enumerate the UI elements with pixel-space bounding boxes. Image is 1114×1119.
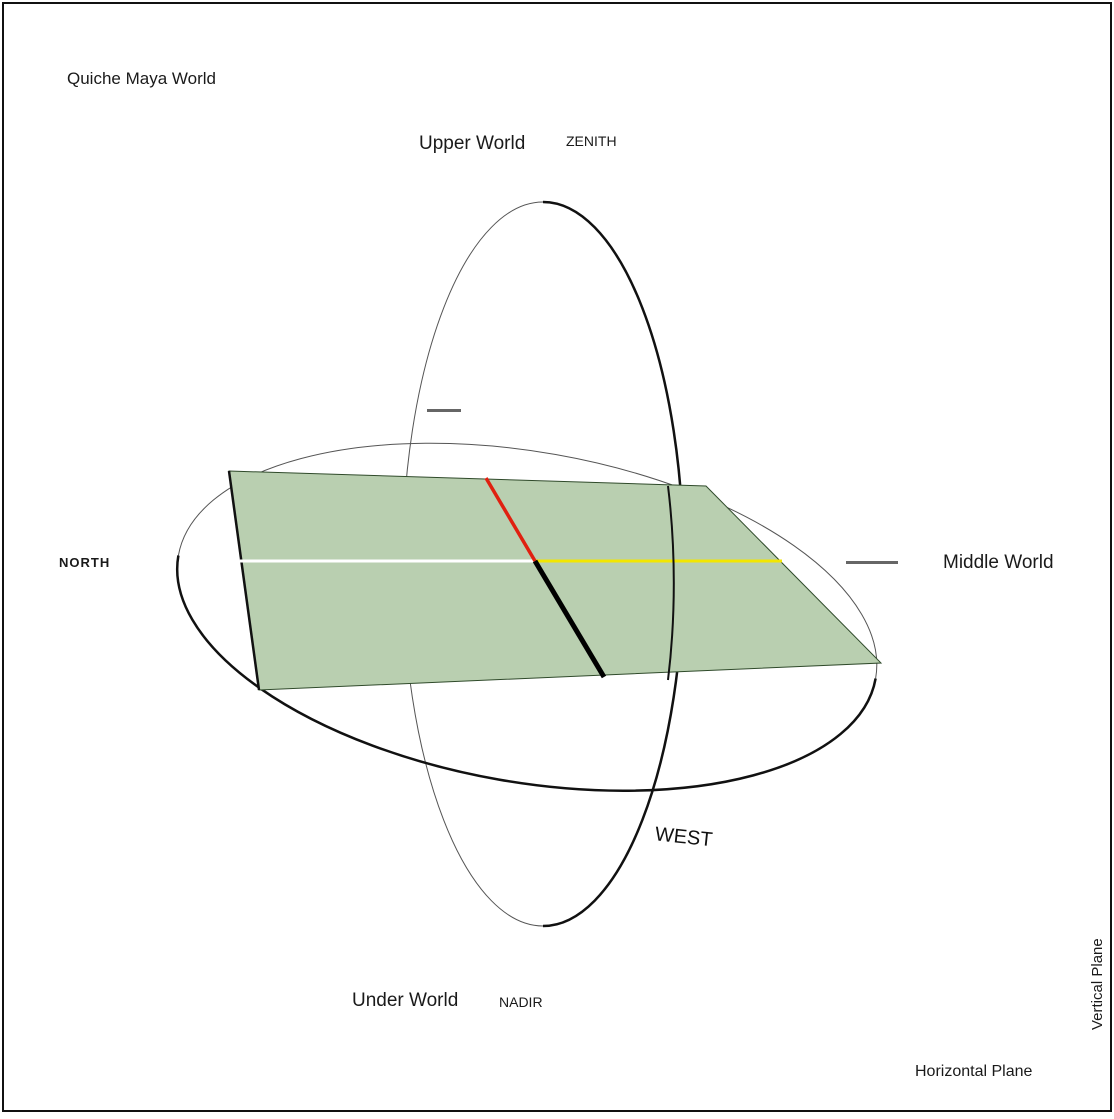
west-label: WEST <box>654 823 714 851</box>
small-mark-top <box>427 409 461 412</box>
nadir-label: NADIR <box>499 994 543 1010</box>
vertical-plane-label: Vertical Plane <box>1089 938 1106 1030</box>
upper-world-label: Upper World <box>419 133 525 154</box>
north-label: NORTH <box>59 555 110 570</box>
middle-world-label: Middle World <box>943 552 1054 573</box>
diagram-title: Quiche Maya World <box>67 69 216 88</box>
axis-red <box>484 477 537 562</box>
horizontal-ellipse-lower-half <box>175 555 877 792</box>
horizontal-plane-label: Horizontal Plane <box>915 1063 1033 1080</box>
small-mark-right <box>846 561 898 564</box>
under-world-label: Under World <box>352 990 458 1011</box>
axis-black <box>532 559 607 679</box>
vertical-ellipse-front-segment <box>667 485 675 681</box>
zenith-label: ZENITH <box>566 133 617 149</box>
middle-world-plane <box>228 470 883 691</box>
plane-left-edge <box>227 470 261 691</box>
